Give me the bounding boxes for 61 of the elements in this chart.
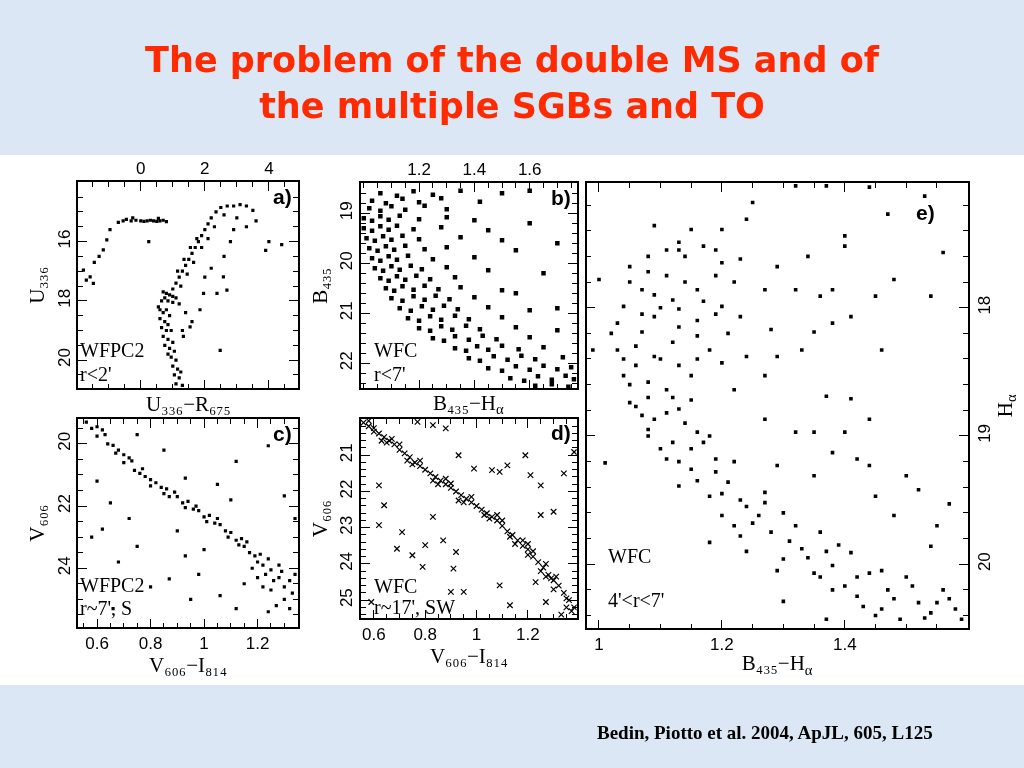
x-axis-title: U₃₃₆−R₆₇₅: [146, 392, 231, 416]
x-tick-label: 0.6: [85, 634, 109, 654]
y-tick-label: 24: [337, 551, 357, 571]
annotation: WFPC2: [80, 339, 145, 361]
annotation: d): [551, 421, 571, 444]
annotation: WFC: [374, 339, 418, 361]
x-tick-label: 0: [136, 158, 146, 178]
annotation: WFC: [374, 575, 418, 597]
y-axis-title: V₆₀₆: [25, 504, 50, 542]
annotation: c): [273, 422, 292, 445]
x-tick-label: 2: [200, 158, 210, 178]
y-tick-label: 20: [337, 251, 357, 271]
x-tick-label: 1: [594, 635, 604, 655]
y-tick-label: 24: [54, 556, 74, 576]
x-tick-label: 1.2: [407, 159, 431, 179]
annotation: e): [916, 201, 935, 224]
annotation: 4'<r<7': [608, 589, 665, 611]
x-tick-label: 1.2: [710, 635, 734, 655]
y-axis-title: B₄₃₅: [308, 267, 333, 304]
x-tick-label: 1.4: [462, 159, 487, 179]
x-tick-label: 0.6: [362, 625, 386, 645]
y-tick-label: 20: [54, 431, 74, 451]
annotation: r<7': [374, 363, 406, 385]
y-tick-label: 22: [337, 479, 357, 499]
annotation: WFC: [608, 545, 652, 567]
text: Bedin, Piotto et al. 2004, ApJL, 605, L125: [597, 722, 933, 743]
x-axis-title: V₆₀₆−I₈₁₄: [429, 644, 508, 669]
y-tick-label: 22: [54, 494, 74, 513]
annotation: WFPC2: [80, 574, 145, 596]
x-tick-label: 1.6: [517, 159, 542, 179]
y-tick-label: 21: [337, 301, 357, 321]
y-tick-label: 21: [337, 443, 357, 463]
x-tick-label: 1.4: [832, 635, 857, 655]
x-tick-label: 0.8: [413, 625, 438, 645]
y-tick-label: 20: [974, 552, 994, 572]
y-tick-label: 19: [337, 201, 357, 221]
annotation: r~7', S: [80, 597, 133, 619]
annotation: r~17', SW: [374, 596, 456, 618]
y-axis-title: V₆₀₆: [308, 500, 333, 538]
y-tick-label: 18: [974, 295, 994, 315]
x-tick-label: 1: [471, 625, 482, 645]
annotation: b): [551, 186, 571, 209]
annotation: a): [273, 185, 292, 208]
y-axis-title: U₃₃₆: [25, 266, 50, 304]
annotation: r<2': [80, 363, 112, 385]
x-tick-label: 1.2: [245, 634, 270, 654]
x-tick-label: 4: [264, 158, 274, 178]
x-tick-label: 1.2: [516, 625, 540, 645]
y-tick-label: 23: [337, 515, 357, 535]
y-tick-label: 25: [337, 588, 357, 608]
x-axis-title: B₄₃₅−H$_{α}$: [741, 651, 813, 678]
y-tick-label: 19: [974, 423, 994, 443]
x-tick-label: 1: [199, 634, 209, 654]
y-tick-label: 22: [337, 351, 357, 371]
y-tick-label: 16: [54, 229, 74, 249]
x-axis-title: V₆₀₆−I₈₁₄: [149, 653, 227, 678]
x-tick-label: 0.8: [138, 634, 163, 654]
y-tick-label: 18: [54, 288, 74, 308]
text: The problem of the double MS and of the multiple SGBs and TO: [145, 40, 880, 126]
y-tick-label: 20: [54, 348, 74, 368]
x-axis-title: B₄₃₅−H$_{α}$: [433, 391, 504, 418]
